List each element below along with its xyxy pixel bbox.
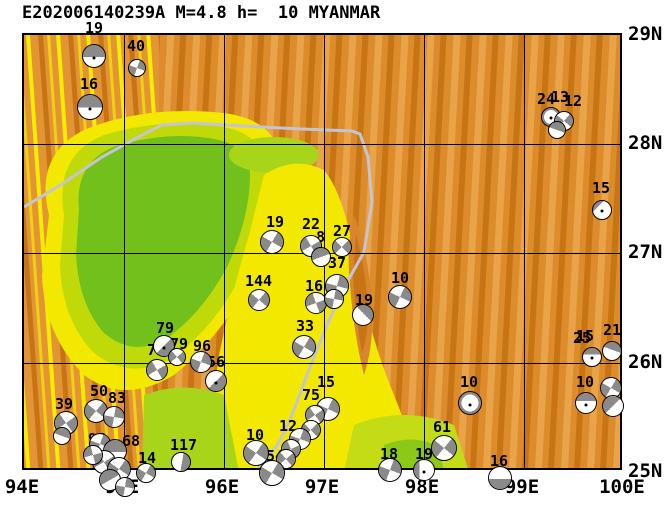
grid-line-horizontal — [24, 363, 620, 364]
beachball-center-dot — [422, 470, 426, 474]
terrain-svg — [24, 35, 620, 468]
grid-line-vertical — [224, 35, 225, 468]
axis-label-y: 29N — [628, 23, 663, 45]
axis-label-x: 94E — [4, 476, 40, 498]
grid-line-vertical — [524, 35, 525, 468]
axis-label-x: 99E — [504, 476, 540, 498]
plot-title: E202006140239A M=4.8 h= 10 MYANMAR — [22, 3, 381, 23]
axis-label-x: 98E — [404, 476, 440, 498]
axis-label-x: 95E — [104, 476, 140, 498]
axis-label-x: 100E — [599, 476, 645, 498]
terrain-green-valley — [76, 136, 250, 348]
terrain-green-band-south — [142, 387, 239, 468]
map-canvas — [22, 33, 622, 470]
grid-line-vertical — [124, 35, 125, 468]
grid-line-horizontal — [24, 144, 620, 145]
axis-label-y: 26N — [628, 351, 663, 373]
grid-line-vertical — [424, 35, 425, 468]
axis-label-y: 27N — [628, 241, 663, 263]
grid-line-horizontal — [24, 253, 620, 254]
axis-label-x: 96E — [204, 476, 240, 498]
axis-label-y: 28N — [628, 132, 663, 154]
axis-label-x: 97E — [304, 476, 340, 498]
country-border-line — [24, 121, 374, 468]
axis-label-y: 25N — [628, 460, 663, 482]
